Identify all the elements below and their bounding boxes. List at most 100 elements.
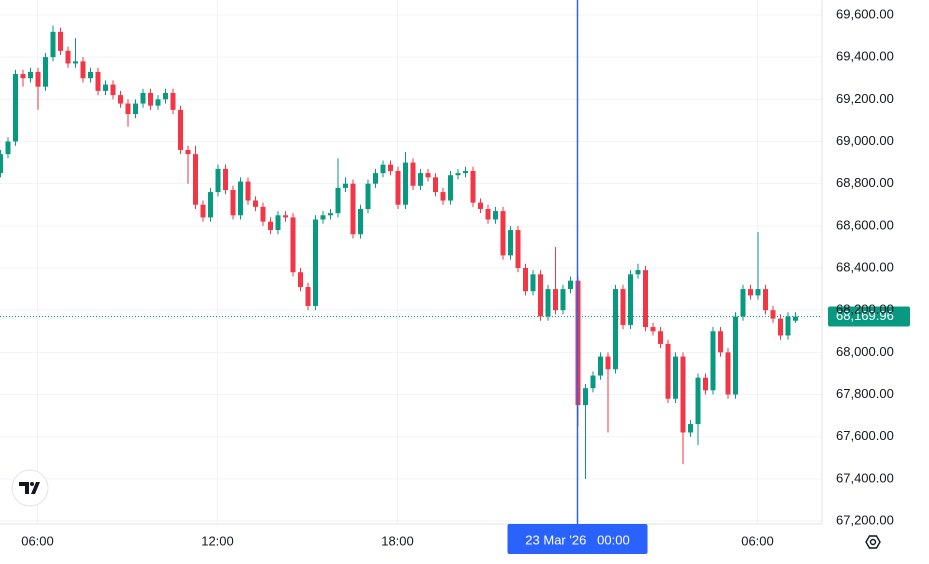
tradingview-logo[interactable] bbox=[11, 469, 49, 507]
candle-body bbox=[238, 181, 243, 216]
candle-body bbox=[103, 84, 108, 91]
candle-body bbox=[673, 356, 678, 399]
candle-body bbox=[523, 268, 528, 292]
candle-body bbox=[395, 171, 401, 205]
candle-body bbox=[448, 175, 453, 201]
candle-body bbox=[148, 92, 153, 106]
candle-body bbox=[373, 173, 378, 184]
logo-dot[interactable] bbox=[30, 482, 34, 486]
y-tick-label: 68,400.00 bbox=[836, 259, 894, 274]
candle-body bbox=[118, 95, 123, 104]
candle-body bbox=[88, 71, 93, 79]
candle-body bbox=[35, 71, 41, 87]
candle-body bbox=[613, 289, 618, 370]
logo-circle[interactable] bbox=[11, 469, 49, 507]
candle-body bbox=[748, 289, 753, 296]
candle-body bbox=[410, 162, 416, 186]
candle-body bbox=[538, 274, 543, 317]
candle-body bbox=[268, 221, 273, 231]
candle-body bbox=[770, 310, 776, 319]
candle-body bbox=[568, 280, 573, 290]
candle-body bbox=[0, 154, 3, 174]
candle-body bbox=[500, 211, 506, 256]
candle-body bbox=[245, 181, 251, 201]
settings-icon-center[interactable] bbox=[869, 538, 877, 546]
candle-body bbox=[5, 141, 11, 155]
candle-body bbox=[58, 31, 63, 51]
grid-layer bbox=[0, 0, 822, 524]
candle-body bbox=[688, 424, 693, 433]
candle-body bbox=[43, 57, 48, 87]
candle-body bbox=[718, 331, 723, 353]
y-tick-label: 67,200.00 bbox=[836, 512, 894, 527]
candle-body bbox=[95, 71, 101, 91]
candle-body bbox=[133, 103, 138, 115]
candle-body bbox=[658, 331, 663, 344]
candle-body bbox=[208, 192, 213, 218]
candle-body bbox=[350, 183, 356, 235]
candle-body bbox=[230, 189, 236, 216]
candle-body bbox=[680, 356, 686, 433]
candle-body bbox=[598, 356, 603, 376]
candle-body bbox=[793, 316, 798, 321]
candle-body bbox=[455, 173, 461, 176]
candle-body bbox=[478, 202, 483, 209]
candle-body bbox=[515, 230, 521, 269]
candle-body bbox=[80, 61, 86, 79]
current-price-label: 68,169.96 bbox=[836, 308, 894, 323]
candle-body bbox=[335, 187, 341, 214]
x-tick-label: 18:00 bbox=[381, 533, 414, 548]
candle-body bbox=[553, 289, 558, 311]
candle-body bbox=[28, 71, 33, 79]
settings-icon[interactable] bbox=[865, 535, 881, 549]
candle-body bbox=[755, 289, 761, 296]
candle-body bbox=[620, 289, 626, 325]
settings-button[interactable] bbox=[865, 535, 881, 549]
candle-body bbox=[463, 171, 468, 174]
candle-body bbox=[785, 316, 791, 336]
candle-body bbox=[590, 375, 596, 389]
crosshair-label: 23 Mar '26 00:00 bbox=[525, 532, 629, 547]
candle-body bbox=[298, 272, 303, 287]
candle-body bbox=[665, 343, 671, 399]
candle-body bbox=[470, 171, 476, 203]
candle-body bbox=[328, 213, 333, 216]
candle-body bbox=[185, 149, 191, 155]
candle-body bbox=[403, 162, 408, 205]
candle-body bbox=[320, 215, 326, 220]
candle-body bbox=[433, 177, 438, 193]
candle-body bbox=[418, 173, 423, 186]
current-price-box bbox=[828, 306, 910, 327]
candle-body bbox=[155, 99, 161, 106]
x-tick-label: 06:00 bbox=[21, 533, 54, 548]
y-tick-label: 69,600.00 bbox=[836, 6, 894, 21]
y-tick-label: 68,800.00 bbox=[836, 175, 894, 190]
candle-body bbox=[260, 206, 266, 222]
candle-body bbox=[200, 204, 206, 218]
candle-body bbox=[65, 50, 71, 64]
candle-body bbox=[223, 168, 228, 190]
candle-body bbox=[283, 215, 288, 218]
candle-body bbox=[50, 31, 56, 58]
candle-body bbox=[763, 289, 768, 311]
candle-body bbox=[358, 208, 363, 235]
candle-body bbox=[643, 270, 648, 328]
candle-body bbox=[695, 377, 701, 425]
y-tick-label: 67,800.00 bbox=[836, 386, 894, 401]
logo-mark[interactable] bbox=[19, 482, 40, 494]
crosshair-box bbox=[507, 524, 648, 554]
y-tick-label: 68,600.00 bbox=[836, 217, 894, 232]
candle-body bbox=[560, 289, 566, 311]
candle-body bbox=[253, 200, 258, 207]
candle-body bbox=[215, 168, 221, 193]
candle-body bbox=[170, 92, 176, 110]
candle-body bbox=[710, 331, 716, 391]
y-tick-label: 67,400.00 bbox=[836, 470, 894, 485]
candle-body bbox=[605, 356, 611, 370]
candle-body bbox=[275, 215, 281, 231]
candle-body bbox=[305, 286, 311, 306]
x-tick-label: 06:00 bbox=[741, 533, 774, 548]
candle-body bbox=[163, 92, 168, 100]
candle-body bbox=[650, 327, 656, 332]
